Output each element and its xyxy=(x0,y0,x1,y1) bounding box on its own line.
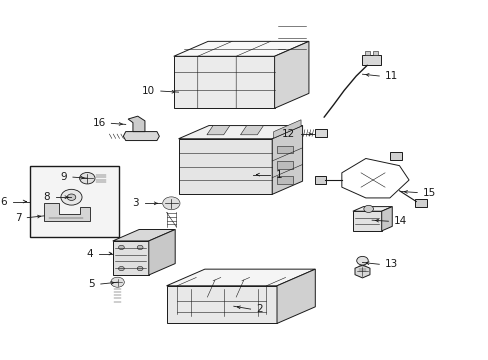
Text: 7: 7 xyxy=(15,213,21,222)
Text: 6: 6 xyxy=(0,197,7,207)
Circle shape xyxy=(118,266,124,271)
Polygon shape xyxy=(166,286,276,323)
Bar xyxy=(362,55,380,65)
Circle shape xyxy=(67,194,76,201)
Polygon shape xyxy=(173,56,274,108)
Polygon shape xyxy=(123,132,159,140)
Circle shape xyxy=(163,197,180,210)
Text: 5: 5 xyxy=(88,279,95,289)
Text: 12: 12 xyxy=(282,129,295,139)
Polygon shape xyxy=(206,126,229,135)
Text: 14: 14 xyxy=(393,216,407,226)
Polygon shape xyxy=(352,211,381,231)
Text: 13: 13 xyxy=(384,259,398,269)
Polygon shape xyxy=(273,120,301,138)
Polygon shape xyxy=(166,269,315,286)
Polygon shape xyxy=(381,207,391,231)
Text: 9: 9 xyxy=(61,172,67,182)
Bar xyxy=(315,129,327,137)
Polygon shape xyxy=(276,269,315,323)
Text: 10: 10 xyxy=(142,86,155,96)
Bar xyxy=(372,51,377,55)
Text: 3: 3 xyxy=(132,198,139,208)
Polygon shape xyxy=(113,229,175,241)
Circle shape xyxy=(111,277,124,287)
Circle shape xyxy=(61,189,82,205)
Circle shape xyxy=(137,245,142,249)
Bar xyxy=(315,176,325,184)
Bar xyxy=(389,152,401,160)
Polygon shape xyxy=(274,41,308,108)
Polygon shape xyxy=(44,203,89,221)
Circle shape xyxy=(118,245,124,249)
Polygon shape xyxy=(240,126,263,135)
Bar xyxy=(113,241,148,275)
Text: 2: 2 xyxy=(256,304,263,314)
Polygon shape xyxy=(178,126,302,139)
Polygon shape xyxy=(128,116,144,132)
Bar xyxy=(276,146,293,153)
Text: 11: 11 xyxy=(384,71,398,81)
Polygon shape xyxy=(352,207,391,211)
Polygon shape xyxy=(173,41,308,56)
Polygon shape xyxy=(178,139,272,194)
Bar xyxy=(414,199,427,207)
Polygon shape xyxy=(354,265,369,278)
Bar xyxy=(276,176,293,184)
Circle shape xyxy=(80,172,95,184)
Text: 4: 4 xyxy=(87,248,93,258)
Text: 8: 8 xyxy=(43,192,50,202)
Circle shape xyxy=(363,205,373,212)
Bar xyxy=(30,166,118,237)
Bar xyxy=(276,161,293,168)
Polygon shape xyxy=(148,229,175,275)
Polygon shape xyxy=(272,126,302,194)
Text: 16: 16 xyxy=(92,118,105,128)
Circle shape xyxy=(137,266,142,271)
Bar xyxy=(364,51,369,55)
Text: 1: 1 xyxy=(275,170,282,180)
Text: 15: 15 xyxy=(422,188,435,198)
Circle shape xyxy=(356,256,367,265)
